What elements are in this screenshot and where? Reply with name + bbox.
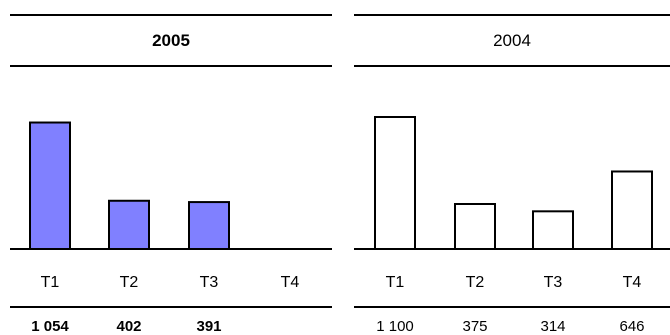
x-tick-label: T1 [386,274,405,291]
bar-t2 [108,199,150,250]
value-label: 402 [116,318,141,335]
bar-group [29,121,230,250]
x-tick-label: T3 [200,274,219,291]
bar-t3 [532,210,574,251]
value-labels: 1 054 402 391 [31,318,221,335]
x-tick-label: T1 [41,274,60,291]
bar-t3 [188,201,230,250]
panel-title: 2004 [493,31,531,50]
value-labels: 1 100 375 314 646 [376,318,644,335]
panel-2004: 2004 T1 T2 T3 T4 1 100 375 314 646 [354,14,670,335]
x-tick-label: T4 [623,274,642,291]
bar-t4 [611,170,653,250]
x-tick-labels: T1 T2 T3 T4 [386,274,642,291]
value-label: 1 100 [376,318,414,335]
bar-group [374,116,653,251]
value-label: 375 [462,318,487,335]
x-tick-label: T3 [544,274,563,291]
x-tick-label: T2 [466,274,485,291]
x-tick-label: T2 [120,274,139,291]
value-label: 391 [196,318,221,335]
panel-title: 2005 [152,31,190,50]
bar-t1 [29,121,71,250]
x-tick-labels: T1 T2 T3 T4 [41,274,300,291]
panel-2005: 2005 T1 T2 T3 T4 1 054 402 391 [10,14,332,335]
x-tick-label: T4 [281,274,300,291]
bar-t2 [454,203,496,250]
value-label: 314 [540,318,565,335]
value-label: 1 054 [31,318,69,335]
bar-t1 [374,116,416,250]
value-label: 646 [619,318,644,335]
